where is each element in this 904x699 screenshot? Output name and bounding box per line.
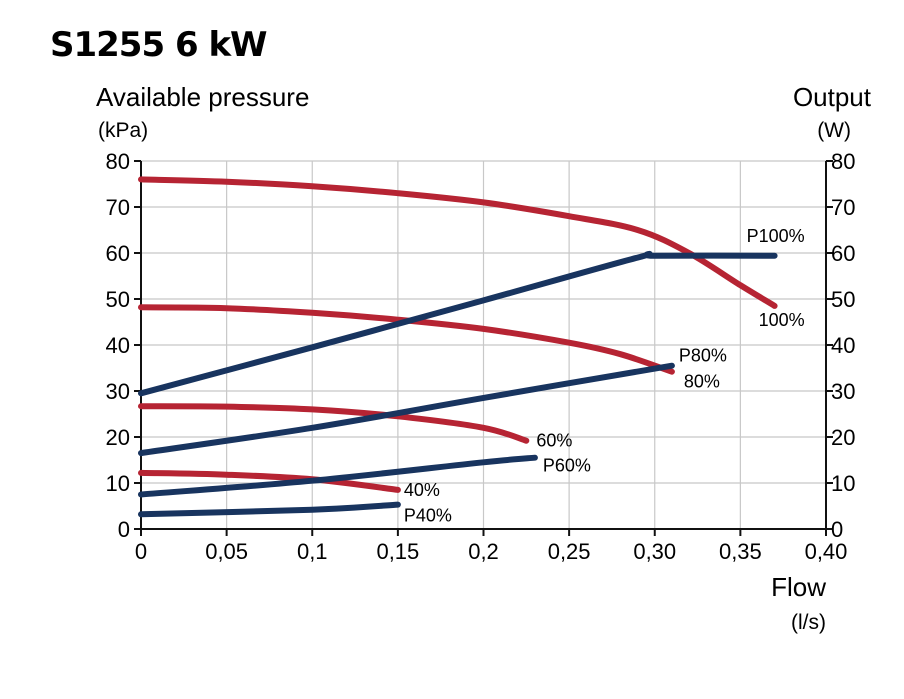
- y-tick-label: 30: [106, 379, 130, 404]
- y-tick-label: 0: [118, 517, 130, 542]
- curve-label-p60: P60%: [543, 456, 591, 476]
- output-curve-p40: [138, 501, 401, 518]
- curve-label-p40: P40%: [404, 506, 452, 526]
- y2-axis-title: Output: [793, 82, 872, 112]
- x-tick-label: 0,15: [376, 539, 419, 564]
- y-tick-label: 50: [106, 287, 130, 312]
- y-axis-title: Available pressure: [96, 82, 309, 112]
- y2-tick-label: 20: [831, 425, 855, 450]
- y2-tick-label: 40: [831, 333, 855, 358]
- x-tick-label: 0,25: [548, 539, 591, 564]
- curve-label-40: 40%: [404, 480, 440, 500]
- curve-label-100: 100%: [759, 310, 805, 330]
- y2-tick-label: 70: [831, 195, 855, 220]
- output-curve-p60: [138, 454, 538, 498]
- curve-label-p80: P80%: [679, 346, 727, 366]
- y-tick-label: 60: [106, 241, 130, 266]
- curve-labels: 100% 80% 60% 40% P100% P80% P60% P40%: [404, 226, 805, 526]
- series: [138, 176, 778, 518]
- y-tick-label: 20: [106, 425, 130, 450]
- pressure-curve-100: [138, 176, 778, 309]
- y-tick-label: 40: [106, 333, 130, 358]
- x-tick-label: 0,30: [633, 539, 676, 564]
- x-axis-unit: (l/s): [791, 611, 826, 634]
- y2-tick-label: 0: [831, 517, 843, 542]
- x-axis-title: Flow: [771, 572, 826, 602]
- y-tick-label: 10: [106, 471, 130, 496]
- pressure-curve-80: [138, 304, 675, 375]
- output-curve-p80: [138, 362, 675, 457]
- y2-tick-label: 80: [831, 149, 855, 174]
- curve-label-80: 80%: [684, 372, 720, 392]
- chart-title: S1255 6 kW: [50, 25, 267, 65]
- y-axis-unit: (kPa): [98, 119, 148, 142]
- y2-tick-label: 30: [831, 379, 855, 404]
- y2-tick-label: 60: [831, 241, 855, 266]
- output-curve-p100: [138, 250, 778, 397]
- x-tick-label: 0,2: [468, 539, 499, 564]
- x-tick-label: 0,35: [719, 539, 762, 564]
- x-tick-label: 0: [135, 539, 147, 564]
- y2-axis-unit: (W): [817, 119, 851, 142]
- axes: [134, 160, 833, 536]
- y2-tick-label: 10: [831, 471, 855, 496]
- x-tick-label: 0,05: [205, 539, 248, 564]
- pressure-curve-60: [138, 403, 530, 444]
- x-tick-label: 0,40: [805, 539, 848, 564]
- curve-label-p100: P100%: [747, 226, 805, 246]
- y2-tick-label: 50: [831, 287, 855, 312]
- pressure-curve-40: [138, 469, 401, 493]
- y-tick-label: 80: [106, 149, 130, 174]
- x-tick-label: 0,1: [297, 539, 328, 564]
- y-tick-label: 70: [106, 195, 130, 220]
- curve-label-60: 60%: [536, 431, 572, 451]
